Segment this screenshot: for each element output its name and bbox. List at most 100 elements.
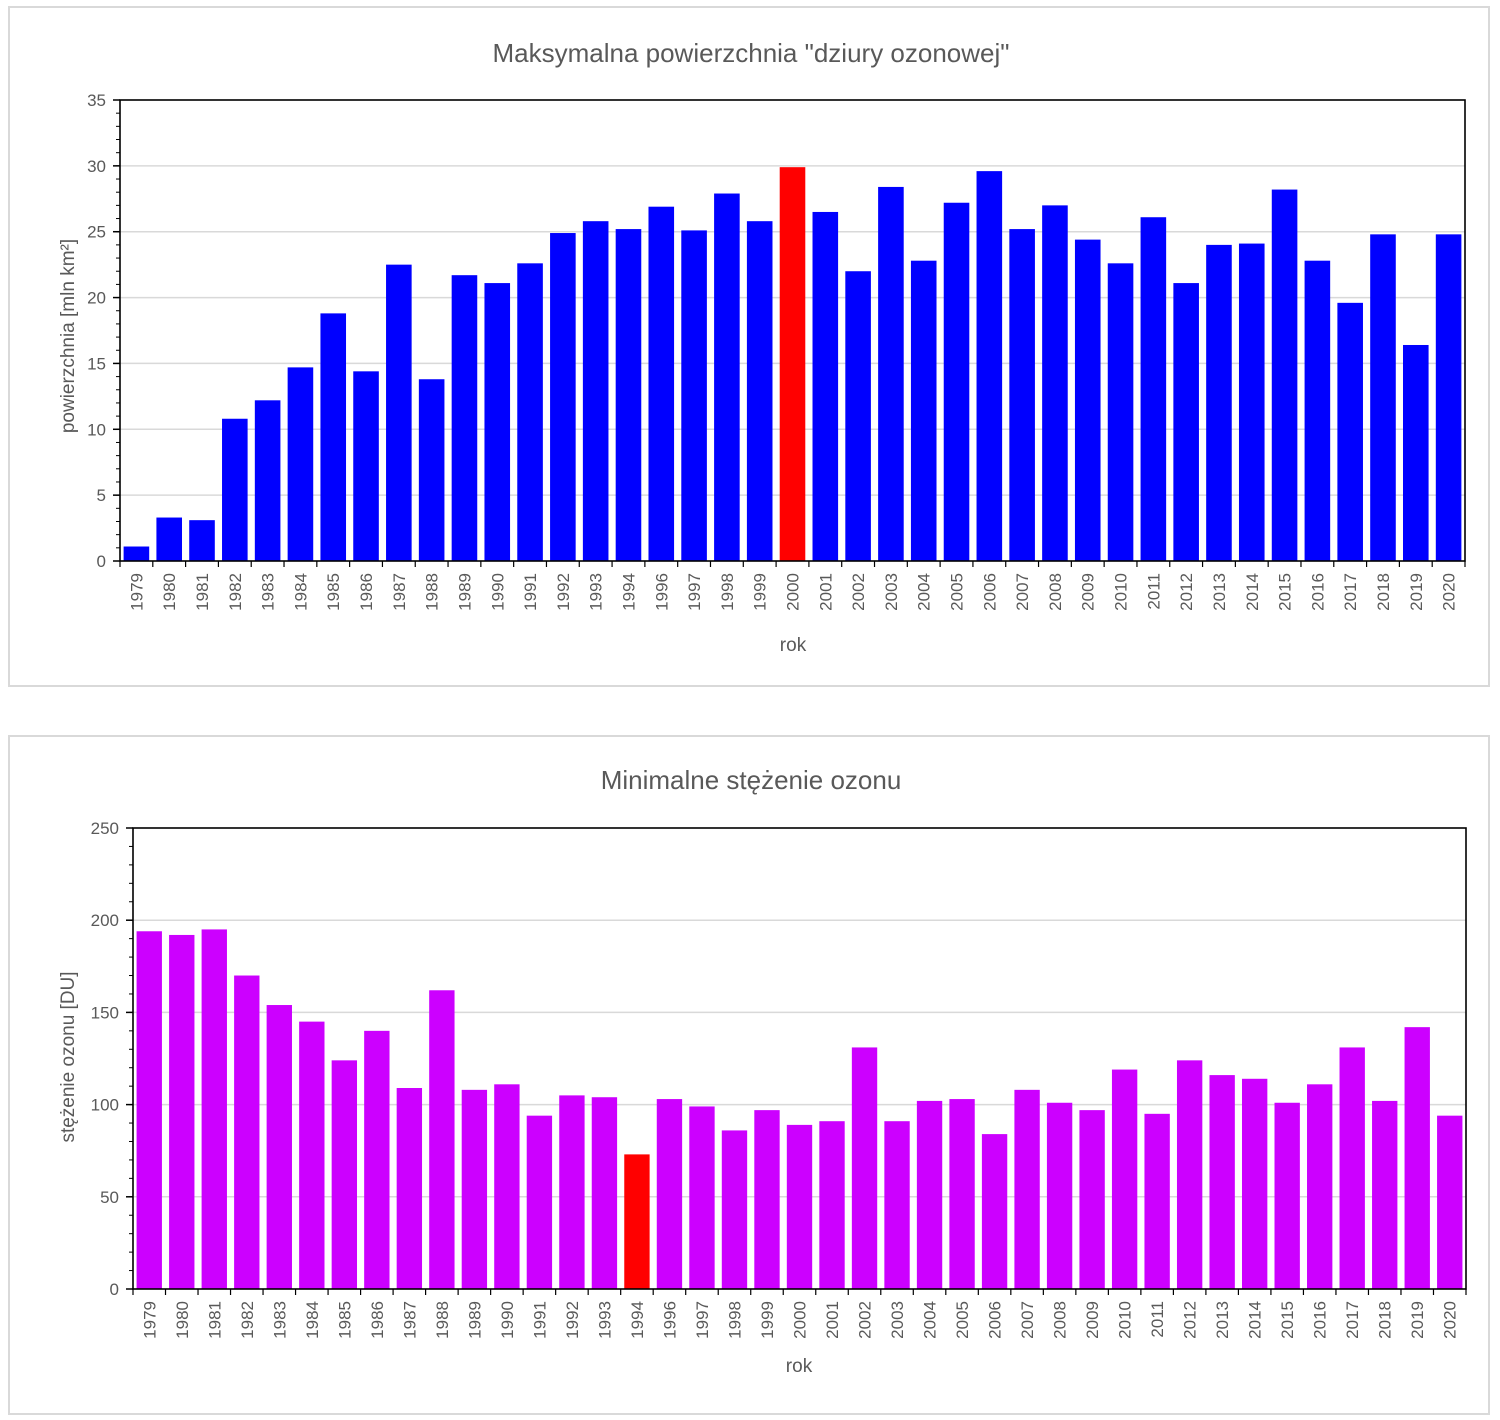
x-tick-label: 2017	[1341, 573, 1360, 611]
bar-1992	[550, 233, 576, 561]
bar-1979	[123, 546, 150, 561]
bar-1987	[386, 264, 412, 561]
bar-1997	[689, 1106, 715, 1289]
x-tick-label: 2015	[1278, 1301, 1297, 1339]
bar-1982	[234, 975, 260, 1289]
y-tick-label: 50	[100, 1188, 119, 1207]
bar-2004	[916, 1100, 943, 1289]
x-tick-label: 1982	[226, 573, 245, 611]
bar-1996	[648, 206, 675, 561]
bar-2003	[878, 186, 904, 561]
bar-2020	[1435, 234, 1462, 561]
bar-2008	[1042, 205, 1068, 561]
y-tick-label: 150	[91, 1003, 119, 1022]
x-tick-label: 2000	[784, 573, 803, 611]
x-tick-label: 2006	[980, 573, 999, 611]
y-tick-label: 100	[91, 1096, 119, 1115]
y-tick-label: 25	[87, 223, 106, 242]
x-tick-label: 2009	[1083, 1301, 1102, 1339]
x-tick-label: 2010	[1112, 573, 1131, 611]
x-tick-label: 1999	[758, 1301, 777, 1339]
x-tick-label: 2005	[953, 1301, 972, 1339]
x-tick-label: 1979	[127, 573, 146, 611]
x-tick-label: 2013	[1210, 573, 1229, 611]
bar-2015	[1271, 189, 1298, 561]
x-tick-label: 1989	[465, 1301, 484, 1339]
x-tick-label: 1998	[725, 1301, 744, 1339]
bar-2012	[1176, 1060, 1203, 1289]
bar-1990	[494, 1084, 520, 1289]
x-tick-label: 1986	[368, 1301, 387, 1339]
x-tick-label: 1989	[455, 573, 474, 611]
x-tick-label: 2000	[791, 1301, 810, 1339]
bar-2016	[1304, 260, 1331, 561]
bar-1983	[266, 1005, 292, 1289]
x-tick-label: 2007	[1013, 573, 1032, 611]
bar-1985	[331, 1060, 358, 1289]
bar-1979	[136, 931, 162, 1289]
bar-2019	[1402, 344, 1429, 561]
x-tick-label: 1981	[193, 573, 212, 611]
x-tick-label: 1994	[628, 1301, 647, 1339]
x-tick-label: 1981	[205, 1301, 224, 1339]
x-tick-label: 1983	[270, 1301, 289, 1339]
x-tick-label: 1990	[498, 1301, 517, 1339]
x-tick-label: 2019	[1407, 573, 1426, 611]
bar-2007	[1009, 229, 1035, 561]
bar-2011	[1140, 217, 1167, 561]
x-tick-label: 2014	[1243, 573, 1262, 611]
x-tick-label: 2011	[1148, 1301, 1167, 1338]
bar-1986	[353, 371, 379, 561]
y-tick-label: 0	[97, 552, 106, 571]
bar-1984	[287, 367, 314, 561]
bar-1986	[364, 1030, 390, 1289]
x-tick-label: 1998	[718, 573, 737, 611]
x-tick-label: 1993	[587, 573, 606, 611]
bar-2002	[845, 271, 871, 561]
bar-2008	[1046, 1102, 1073, 1289]
x-tick-label: 2005	[948, 573, 967, 611]
bar-1992	[559, 1095, 585, 1289]
bar-2010	[1111, 1069, 1138, 1289]
bar-1999	[754, 1110, 780, 1289]
x-axis-label: rok	[786, 1356, 813, 1377]
x-tick-label: 2020	[1440, 573, 1459, 611]
x-tick-label: 2017	[1343, 1301, 1362, 1339]
y-tick-label: 10	[87, 420, 106, 439]
x-tick-label: 1991	[521, 573, 540, 611]
bar-2002	[851, 1047, 878, 1289]
y-tick-label: 30	[87, 157, 106, 176]
x-tick-label: 2012	[1177, 573, 1196, 611]
x-tick-label: 1984	[303, 1301, 322, 1339]
bar-1989	[451, 275, 478, 561]
x-tick-label: 2001	[823, 1301, 842, 1339]
x-tick-label: 1980	[173, 1301, 192, 1339]
y-axis-label: stężenie ozonu [DU]	[58, 971, 79, 1142]
bar-2011	[1144, 1113, 1170, 1289]
bar-1988	[418, 379, 445, 561]
x-tick-label: 2016	[1308, 573, 1327, 611]
bar-2018	[1370, 234, 1396, 561]
x-tick-label: 1996	[660, 1301, 679, 1339]
bar-2015	[1274, 1102, 1300, 1289]
y-tick-label: 35	[87, 91, 106, 110]
bar-2006	[981, 1134, 1008, 1289]
bar-2005	[949, 1099, 975, 1289]
x-tick-label: 1994	[619, 573, 638, 611]
bar-1981	[189, 520, 215, 561]
bar-2013	[1209, 1075, 1235, 1289]
x-tick-label: 2016	[1311, 1301, 1330, 1339]
x-tick-label: 2015	[1276, 573, 1295, 611]
x-tick-label: 2003	[888, 1301, 907, 1339]
x-tick-labels: 1979 1980 1981 1982 1983 1984 1985 1986 1987 1988…	[127, 573, 1458, 611]
bar-1991	[517, 263, 543, 561]
y-tick-label: 20	[87, 289, 106, 308]
bars	[136, 929, 1463, 1289]
bar-1999	[746, 221, 773, 562]
x-tick-label: 2003	[882, 573, 901, 611]
axes	[126, 827, 1467, 1295]
x-tick-label: 2004	[915, 573, 934, 611]
y-tick-label: 0	[110, 1280, 119, 1299]
bar-2006	[976, 171, 1003, 561]
chart-title: Minimalne stężenie ozonu	[601, 765, 902, 795]
